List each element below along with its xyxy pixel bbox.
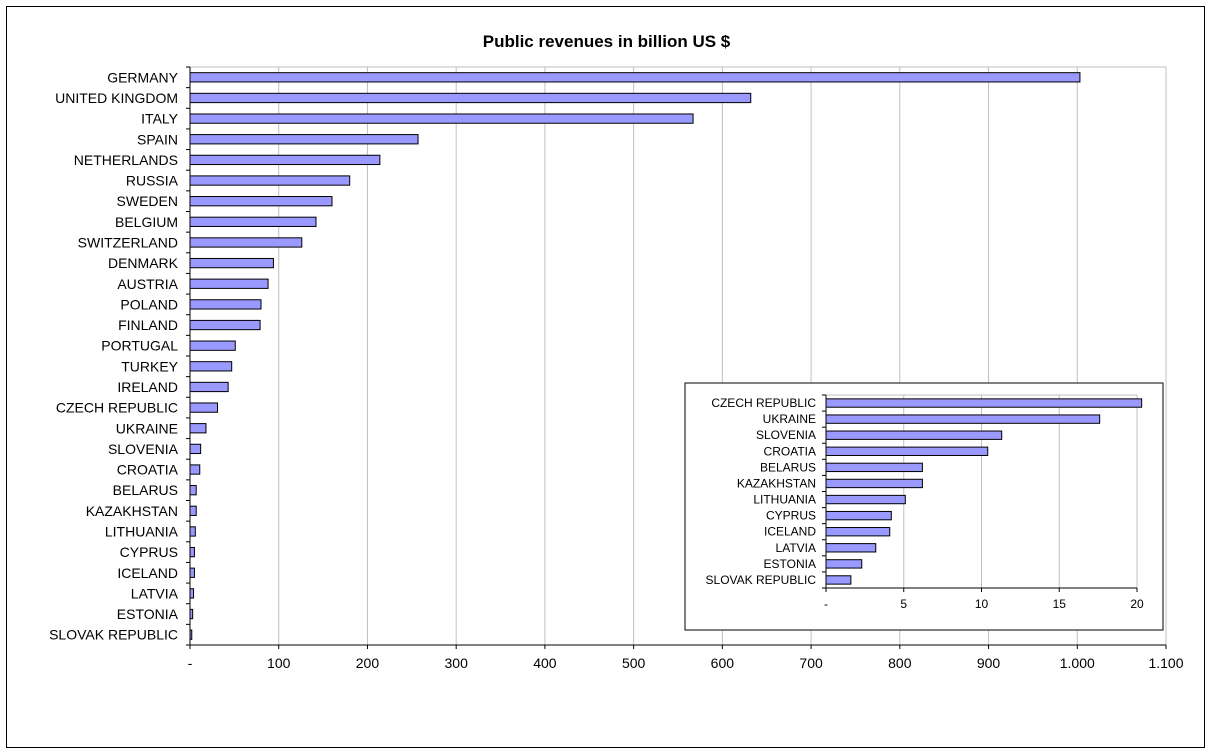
category-label: UNITED KINGDOM	[55, 90, 178, 106]
inset-bar	[825, 414, 1101, 424]
bar	[189, 423, 207, 434]
bar	[189, 505, 197, 516]
inset-bar	[825, 494, 906, 505]
inset-bar	[825, 559, 863, 569]
category-label: UKRAINE	[116, 420, 178, 436]
category-label: AUSTRIA	[117, 276, 178, 292]
inset-bar	[825, 478, 923, 489]
category-label: CROATIA	[117, 462, 179, 478]
category-label: NETHERLANDS	[74, 152, 178, 168]
bar	[189, 340, 236, 351]
bar	[189, 567, 195, 578]
bar	[189, 134, 419, 145]
bar	[189, 443, 202, 455]
inset-category-label: BELARUS	[760, 460, 816, 474]
inset-category-label: CYPRUS	[766, 509, 816, 523]
category-label: POLAND	[120, 296, 178, 312]
bar	[189, 546, 195, 558]
x-tick-label: -	[188, 655, 193, 671]
x-tick-label: 900	[977, 655, 1001, 671]
inset-bar	[825, 510, 892, 521]
category-label: ITALY	[141, 111, 178, 127]
bar	[189, 72, 1081, 83]
inset-bar	[825, 398, 1143, 408]
x-tick-label: 200	[356, 655, 380, 671]
inset-category-label: UKRAINE	[763, 412, 816, 426]
bar	[189, 175, 351, 186]
category-label: SLOVAK REPUBLIC	[49, 627, 178, 643]
bar	[189, 237, 303, 248]
bar	[189, 319, 261, 331]
x-tick-label: 1.000	[1060, 655, 1095, 671]
category-label: PORTUGAL	[101, 338, 178, 354]
inset-category-label: ESTONIA	[764, 557, 816, 571]
category-label: KAZAKHSTAN	[86, 503, 178, 519]
inset-x-tick-label: 15	[1053, 597, 1067, 611]
category-label: CZECH REPUBLIC	[56, 400, 178, 416]
inset-x-tick-label: 20	[1130, 597, 1144, 611]
category-label: LITHUANIA	[105, 523, 179, 539]
category-label: FINLAND	[118, 317, 178, 333]
chart-title: Public revenues in billion US $	[482, 32, 731, 51]
x-tick-label: 800	[888, 655, 912, 671]
category-label: RUSSIA	[126, 173, 179, 189]
category-label: SPAIN	[137, 131, 178, 147]
x-tick-label: 1.100	[1148, 655, 1183, 671]
bar	[189, 361, 233, 372]
inset-x-tick-label: 5	[900, 597, 907, 611]
category-label: ICELAND	[117, 565, 178, 581]
category-label: SLOVENIA	[108, 441, 179, 457]
x-tick-label: 500	[622, 655, 646, 671]
inset-x-tick-label: 10	[975, 597, 989, 611]
category-label: CYPRUS	[120, 544, 178, 560]
inset-category-label: KAZAKHSTAN	[737, 476, 816, 490]
category-label: BELGIUM	[115, 214, 178, 230]
bar	[189, 278, 269, 289]
inset-bar	[825, 527, 891, 537]
bar	[189, 299, 262, 310]
bar	[189, 588, 195, 599]
inset-category-label: CROATIA	[764, 444, 816, 458]
bar	[189, 485, 197, 496]
category-label: ESTONIA	[117, 606, 179, 622]
bar	[189, 216, 317, 227]
bar	[189, 154, 381, 166]
inset-category-label: SLOVAK REPUBLIC	[706, 573, 817, 587]
bar	[189, 381, 229, 393]
inset-plot: CZECH REPUBLIC UKRAINE SLOVENIA CROATIA BELA…	[684, 382, 1164, 631]
category-label: SWITZERLAND	[78, 234, 178, 250]
inset-bar	[825, 446, 989, 456]
x-tick-label: 600	[711, 655, 735, 671]
inset-bar	[825, 462, 923, 473]
inset-bar	[825, 575, 852, 585]
inset-category-label: LATVIA	[776, 541, 816, 555]
bar	[189, 113, 694, 124]
bar	[189, 526, 196, 537]
inset-category-label: LITHUANIA	[753, 493, 816, 507]
x-tick-label: 100	[267, 655, 291, 671]
inset-category-label: SLOVENIA	[756, 428, 816, 442]
bar	[189, 402, 219, 413]
bar	[189, 464, 201, 475]
bar	[189, 257, 274, 269]
category-label: IRELAND	[117, 379, 178, 395]
bar	[189, 196, 333, 207]
x-tick-label: 300	[445, 655, 469, 671]
category-label: TURKEY	[121, 358, 178, 374]
x-tick-label: 700	[799, 655, 823, 671]
category-label: LATVIA	[131, 585, 179, 601]
inset-bar	[825, 543, 877, 553]
category-label: DENMARK	[108, 255, 179, 271]
x-tick-label: 400	[533, 655, 557, 671]
inset-bar	[825, 430, 1003, 440]
category-label: BELARUS	[113, 482, 178, 498]
inset-x-tick-label: -	[824, 597, 828, 611]
inset-category-label: ICELAND	[764, 525, 816, 539]
category-label: GERMANY	[107, 69, 178, 85]
category-label: SWEDEN	[117, 193, 178, 209]
inset-category-label: CZECH REPUBLIC	[711, 396, 816, 410]
bar	[189, 92, 752, 104]
